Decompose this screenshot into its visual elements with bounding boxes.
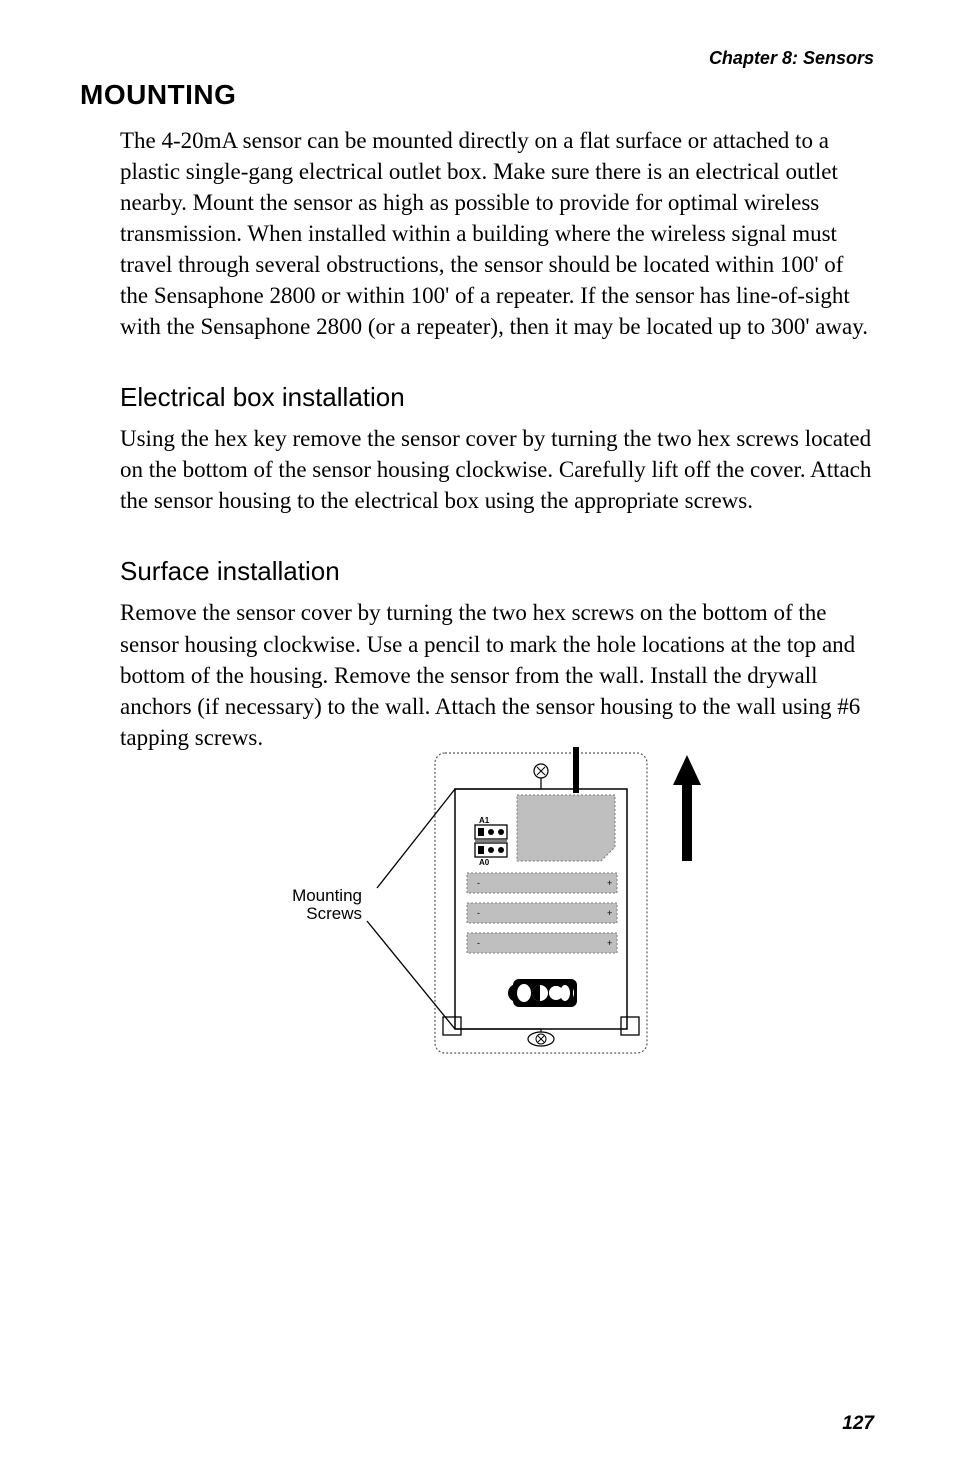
section-heading-mounting: MOUNTING	[80, 79, 874, 111]
svg-text:-: -	[477, 908, 480, 918]
radio-module-block	[517, 795, 615, 861]
bottom-mounting-screw-icon	[528, 1032, 554, 1046]
svg-text:-: -	[477, 938, 480, 948]
terminal-strip-3: - +	[467, 933, 617, 953]
svg-text:-: -	[477, 878, 480, 888]
jumper-a0: A0	[475, 843, 507, 867]
page-number: 127	[842, 1413, 874, 1435]
terminal-strip-1: - +	[467, 873, 617, 893]
callout-lines	[367, 789, 455, 1029]
svg-text:+: +	[607, 908, 612, 918]
subheading-electrical-box: Electrical box installation	[120, 382, 874, 413]
jumper-a1-label: A1	[479, 816, 490, 825]
battery-holder-icon	[508, 979, 577, 1007]
up-arrow-icon	[673, 755, 701, 861]
svg-text:+: +	[607, 938, 612, 948]
surface-install-paragraph: Remove the sensor cover by turning the t…	[120, 597, 874, 752]
top-mounting-screw-icon	[534, 764, 548, 778]
callout-label-line1: Mounting	[292, 886, 362, 905]
subheading-surface-install: Surface installation	[120, 556, 874, 587]
electrical-box-paragraph: Using the hex key remove the sensor cove…	[120, 423, 874, 516]
sensor-diagram: A1 A0 - + - + - +	[80, 743, 874, 1073]
jumper-a0-label: A0	[479, 858, 490, 867]
callout-label-line2: Screws	[306, 904, 362, 923]
chapter-header: Chapter 8: Sensors	[80, 48, 874, 69]
mounting-paragraph: The 4-20mA sensor can be mounted directl…	[120, 125, 874, 342]
antenna-icon	[573, 747, 579, 793]
svg-text:+: +	[607, 878, 612, 888]
jumper-a1: A1	[475, 816, 507, 839]
bottom-tab-right	[621, 1017, 639, 1035]
terminal-strip-2: - +	[467, 903, 617, 923]
